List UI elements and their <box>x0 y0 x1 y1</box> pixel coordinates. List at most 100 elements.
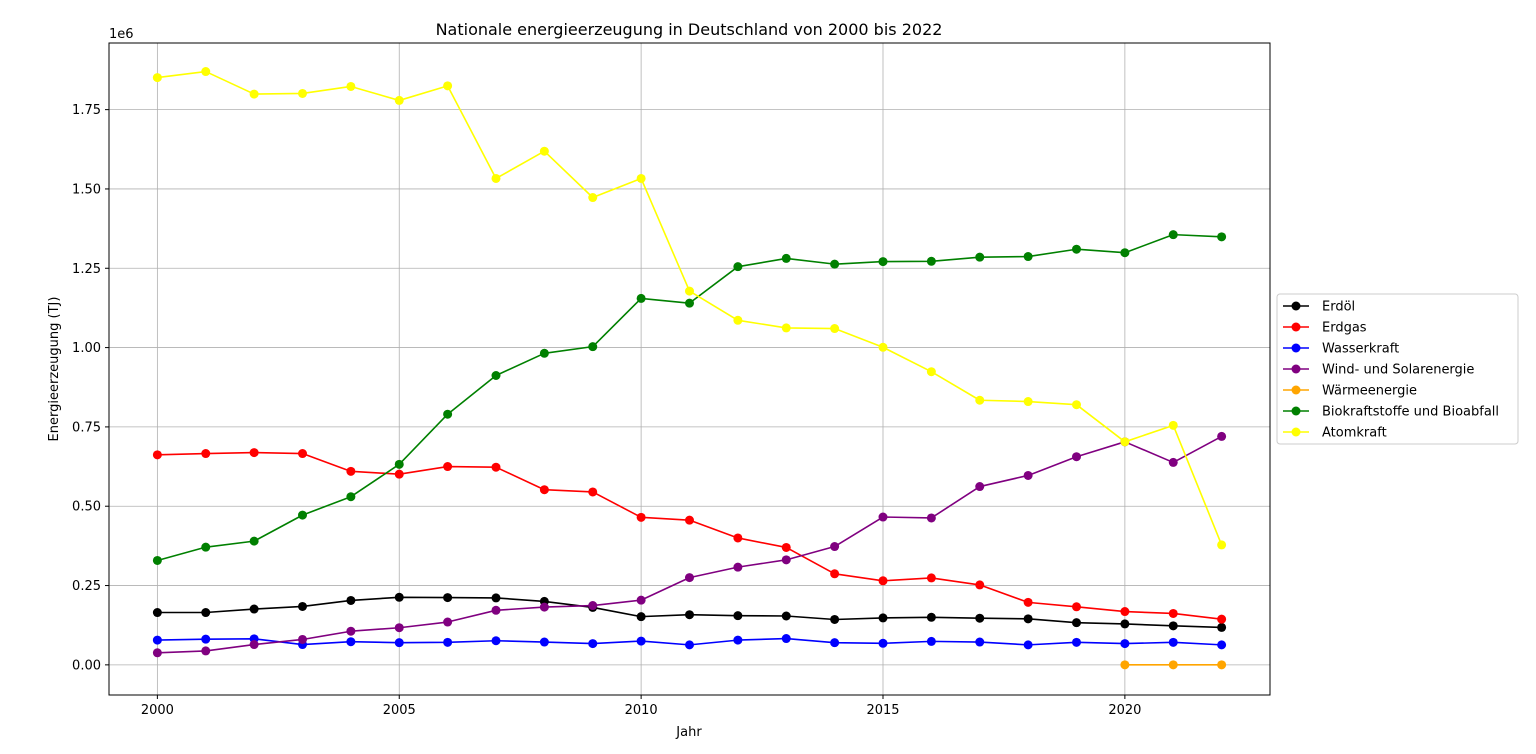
data-point <box>152 73 162 83</box>
data-point <box>975 482 985 492</box>
series-group <box>1120 660 1227 670</box>
data-point <box>1023 397 1033 407</box>
data-point <box>636 595 646 605</box>
data-point <box>975 580 985 590</box>
data-point <box>1168 420 1178 430</box>
series-group <box>152 634 1227 650</box>
legend-marker <box>1291 385 1301 395</box>
data-point <box>152 555 162 565</box>
series-group <box>152 230 1227 565</box>
data-point <box>1023 614 1033 624</box>
data-point <box>926 612 936 622</box>
data-point <box>201 449 211 459</box>
x-tick-label: 2005 <box>383 703 416 718</box>
data-point <box>443 593 453 603</box>
data-point <box>588 601 598 611</box>
data-point <box>491 605 501 615</box>
data-point <box>636 173 646 183</box>
data-point <box>249 89 259 99</box>
data-point <box>685 610 694 620</box>
data-point <box>926 256 936 266</box>
series-group <box>152 592 1227 632</box>
data-point <box>1217 232 1227 242</box>
legend: Erdöl Erdgas Wasserkraft Wind- und Solarene… <box>1276 293 1519 445</box>
data-point <box>539 348 549 358</box>
data-point <box>878 576 888 586</box>
data-point <box>830 614 840 624</box>
axis-ticks: 2000 2005 2010 2015 2020 0.00 0.25 0.50 0.75 1.00… <box>72 103 1141 718</box>
data-point <box>394 623 404 633</box>
data-point <box>1168 621 1178 631</box>
legend-marker <box>1291 427 1301 437</box>
data-point <box>975 395 985 405</box>
data-point <box>249 448 259 458</box>
legend-marker <box>1291 301 1301 311</box>
data-point <box>685 286 694 296</box>
data-point <box>830 638 840 648</box>
legend-label: Wärmeenergie <box>1322 384 1417 399</box>
data-point <box>1217 614 1227 624</box>
data-point <box>1168 660 1178 670</box>
data-point <box>1168 637 1178 647</box>
data-point <box>1072 244 1081 254</box>
data-point <box>152 648 162 658</box>
data-point <box>878 512 888 522</box>
data-point <box>1168 457 1178 467</box>
data-point <box>443 409 453 419</box>
data-point <box>733 533 743 543</box>
data-point <box>636 612 646 622</box>
legend-marker <box>1291 406 1301 416</box>
data-point <box>1120 619 1130 629</box>
data-point <box>491 173 501 183</box>
data-point <box>298 449 307 459</box>
legend-label: Wind- und Solarenergie <box>1322 363 1474 378</box>
data-point <box>346 595 356 605</box>
data-point <box>685 640 694 650</box>
data-point <box>733 262 743 272</box>
data-point <box>926 513 936 523</box>
data-point <box>685 515 694 525</box>
data-point <box>249 536 259 546</box>
data-point <box>201 608 211 618</box>
y-tick-label: 0.75 <box>72 420 101 435</box>
data-point <box>781 611 791 621</box>
data-point <box>733 562 743 572</box>
data-point <box>1217 431 1227 441</box>
data-point <box>975 637 985 647</box>
x-tick-label: 2020 <box>1108 703 1141 718</box>
data-point <box>781 323 791 333</box>
data-point <box>1168 608 1178 618</box>
data-point <box>830 569 840 579</box>
data-point <box>878 638 888 648</box>
data-point <box>298 510 307 520</box>
data-point <box>1072 452 1081 462</box>
chart-title: Nationale energieerzeugung in Deutschlan… <box>436 20 943 39</box>
data-point <box>491 593 501 603</box>
y-tick-label: 1.25 <box>72 262 101 277</box>
legend-marker <box>1291 322 1301 332</box>
data-point <box>878 342 888 352</box>
data-point <box>1217 622 1227 632</box>
grid <box>109 43 1270 695</box>
legend-box <box>1276 293 1519 445</box>
data-point <box>346 492 356 502</box>
data-point <box>685 298 694 308</box>
data-point <box>201 542 211 552</box>
data-point <box>491 462 501 472</box>
data-point <box>588 342 598 352</box>
data-point <box>1168 230 1178 240</box>
data-point <box>539 602 549 612</box>
x-axis-label: Jahr <box>675 725 702 740</box>
data-point <box>975 252 985 262</box>
data-point <box>346 81 356 91</box>
data-point <box>685 573 694 583</box>
data-point <box>152 608 162 618</box>
data-point <box>394 592 404 602</box>
x-tick-label: 2000 <box>141 703 174 718</box>
data-point <box>588 639 598 649</box>
data-point <box>152 450 162 460</box>
data-point <box>1120 607 1130 617</box>
data-point <box>1217 540 1227 550</box>
data-point <box>733 315 743 325</box>
